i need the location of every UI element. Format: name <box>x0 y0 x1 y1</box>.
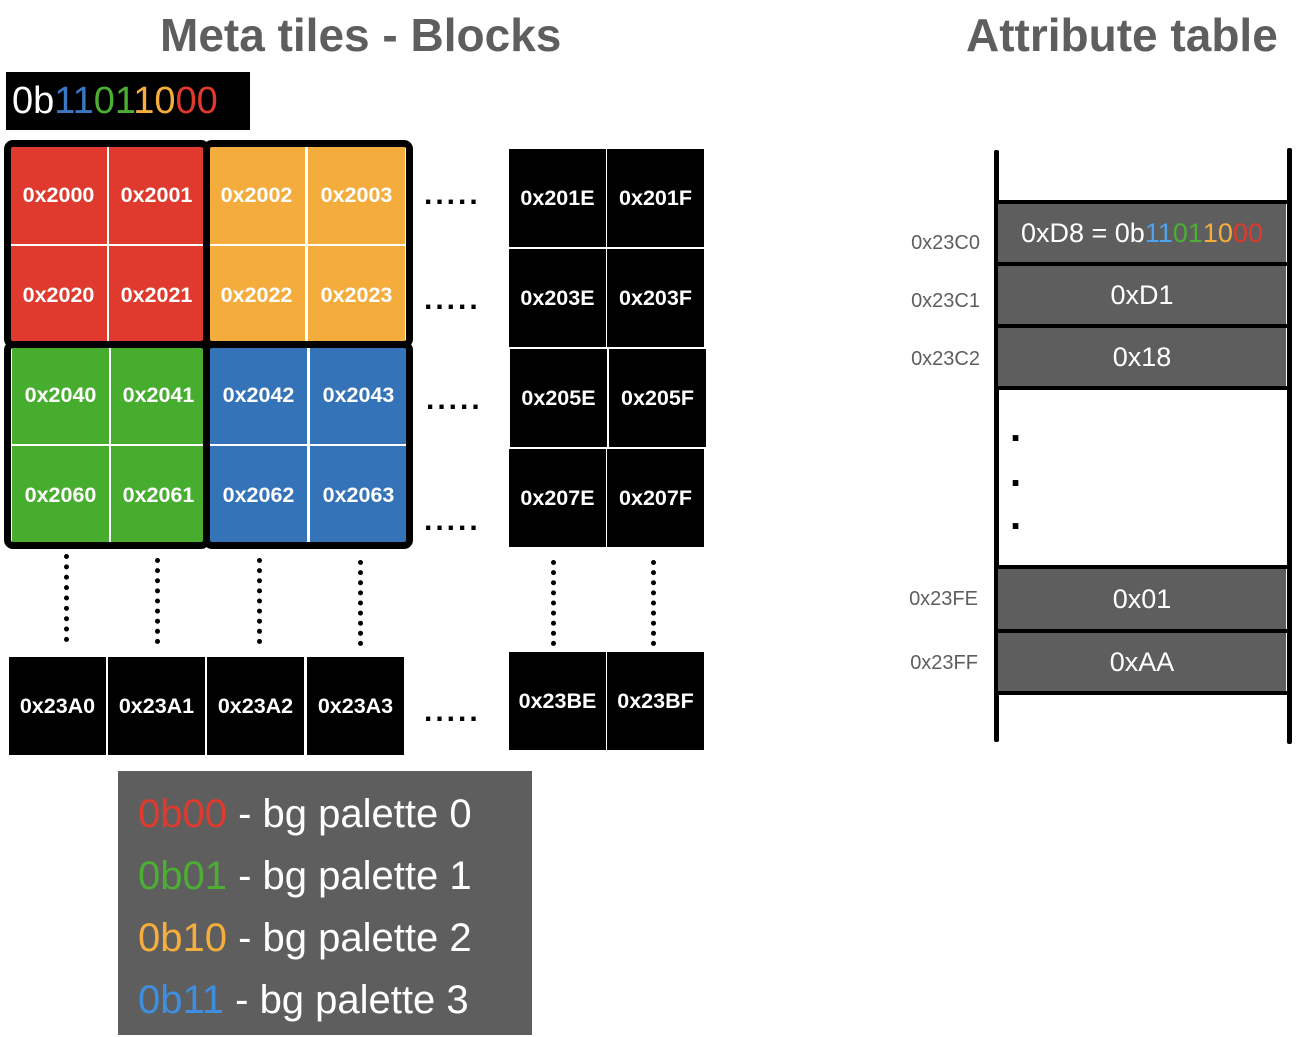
legend-code: 0b01 <box>138 854 227 898</box>
legend-text: - bg palette 0 <box>226 792 472 836</box>
attr-value-prefix: 0xD8 = 0b <box>1020 217 1145 248</box>
row-ellipsis: ..... <box>424 504 481 537</box>
bits-palette-2: 10 <box>133 80 176 122</box>
tile-0x2000: 0x2000 <box>10 146 107 244</box>
tile-0x2063: 0x2063 <box>310 446 407 544</box>
attr-cell-0x23FF: 0xAA <box>998 633 1286 691</box>
tile-0x201F: 0x201F <box>607 149 704 247</box>
attr-cell-0x23C1: 0xD1 <box>998 266 1286 324</box>
attr-address-0x23C2: 0x23C2 <box>911 348 980 370</box>
table-separator <box>995 262 1291 266</box>
attr-address-0x23FF: 0x23FF <box>910 652 978 674</box>
tile-0x23A1: 0x23A1 <box>108 657 205 755</box>
block-outline-green <box>4 341 210 549</box>
tile-0x205E: 0x205E <box>510 349 607 447</box>
legend-text: - bg palette 1 <box>226 854 472 898</box>
table-separator <box>995 565 1291 569</box>
legend-code: 0b11 <box>138 978 225 1022</box>
bits-palette-1: 01 <box>93 80 134 122</box>
column-ellipsis <box>257 558 267 644</box>
tile-0x23A3: 0x23A3 <box>307 657 404 755</box>
legend-row-0: 0b00 - bg palette 0 <box>138 789 532 851</box>
attr-cell-0x23FE: 0x01 <box>998 569 1286 629</box>
table-separator <box>995 691 1291 695</box>
tile-0x23BF: 0x23BF <box>607 652 704 750</box>
tile-0x2020: 0x2020 <box>10 246 107 344</box>
legend-code: 0b00 <box>138 792 227 836</box>
table-rail-right <box>1287 148 1292 744</box>
table-gap-dot: . <box>1010 406 1022 450</box>
column-ellipsis <box>64 554 74 642</box>
legend-text: - bg palette 3 <box>224 978 469 1022</box>
row-ellipsis: ..... <box>424 283 481 316</box>
binary-value-box: 0b11011000 <box>6 72 250 130</box>
attr-cell-0x23C2: 0x18 <box>998 328 1286 386</box>
tile-0x2042: 0x2042 <box>210 346 307 444</box>
tile-0x2060: 0x2060 <box>12 446 109 544</box>
table-separator <box>995 386 1291 390</box>
tile-0x207E: 0x207E <box>509 449 606 547</box>
tile-0x2022: 0x2022 <box>208 246 305 344</box>
attribute-table-title: Attribute table <box>966 9 1278 61</box>
column-ellipsis <box>155 558 165 644</box>
tile-0x2062: 0x2062 <box>210 446 307 544</box>
tile-0x207F: 0x207F <box>607 449 704 547</box>
tile-0x23A2: 0x23A2 <box>207 657 304 755</box>
tile-0x2061: 0x2061 <box>110 446 207 544</box>
tile-0x2040: 0x2040 <box>12 346 109 444</box>
attr-address-0x23C1: 0x23C1 <box>911 290 980 312</box>
table-gap-dot: . <box>1010 451 1022 495</box>
attr-bits-2: 10 <box>1202 217 1233 248</box>
table-separator <box>995 200 1291 204</box>
tile-0x205F: 0x205F <box>609 349 706 447</box>
attr-bits-3: 11 <box>1144 217 1173 248</box>
tile-0x2041: 0x2041 <box>110 346 207 444</box>
tile-0x2003: 0x2003 <box>308 146 405 244</box>
legend-row-2: 0b10 - bg palette 2 <box>138 913 532 975</box>
column-ellipsis <box>551 560 561 646</box>
tile-0x203E: 0x203E <box>509 249 606 347</box>
block-outline-orange <box>203 140 413 348</box>
attr-bits-0: 00 <box>1232 217 1263 248</box>
tile-0x2023: 0x2023 <box>308 246 405 344</box>
tile-0x203F: 0x203F <box>607 249 704 347</box>
binary-prefix: 0b <box>12 80 55 122</box>
tile-0x2021: 0x2021 <box>108 246 205 344</box>
tile-0x23BE: 0x23BE <box>509 652 606 750</box>
row-ellipsis: ..... <box>424 178 481 211</box>
tile-0x23A0: 0x23A0 <box>9 657 106 755</box>
tile-0x201E: 0x201E <box>509 149 606 247</box>
legend-code: 0b10 <box>138 916 227 960</box>
table-gap-dot: . <box>1010 494 1022 538</box>
tile-0x2001: 0x2001 <box>108 146 205 244</box>
tile-0x2002: 0x2002 <box>208 146 305 244</box>
column-ellipsis <box>358 560 368 646</box>
tile-0x2043: 0x2043 <box>310 346 407 444</box>
bits-palette-0: 00 <box>175 80 218 122</box>
attr-address-0x23C0: 0x23C0 <box>911 232 980 254</box>
bits-palette-3: 11 <box>54 80 94 122</box>
block-outline-blue <box>203 341 413 549</box>
legend-row-3: 0b11 - bg palette 3 <box>138 975 532 1037</box>
attr-address-0x23FE: 0x23FE <box>909 588 978 610</box>
column-ellipsis <box>651 560 661 646</box>
meta-tiles-title: Meta tiles - Blocks <box>160 9 562 61</box>
block-outline-red <box>4 140 210 348</box>
legend-text: - bg palette 2 <box>226 916 472 960</box>
row-ellipsis: ..... <box>426 383 483 416</box>
table-separator <box>995 629 1291 633</box>
table-separator <box>995 324 1291 328</box>
table-rail-left <box>994 150 999 742</box>
row-ellipsis: ..... <box>424 695 481 728</box>
attr-bits-1: 01 <box>1172 217 1203 248</box>
palette-legend: 0b00 - bg palette 0 0b01 - bg palette 1 … <box>118 771 532 1035</box>
legend-row-1: 0b01 - bg palette 1 <box>138 851 532 913</box>
attr-cell-0x23C0: 0xD8 = 0b 11 01 10 00 <box>998 204 1286 262</box>
